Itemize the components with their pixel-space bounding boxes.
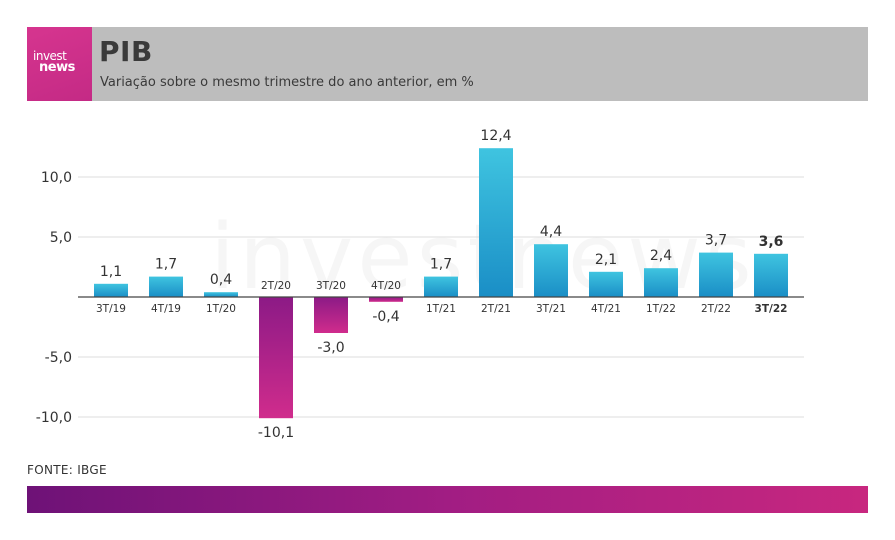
x-tick-label: 3T/20 bbox=[316, 280, 346, 292]
bar-chart: 10,0 5,0 -5,0 -10,0 1,1 3T/19 1,7 4T/19 0,4 1T/20… bbox=[36, 128, 804, 441]
data-label: -0,4 bbox=[372, 309, 399, 325]
x-tick-label: 4T/20 bbox=[371, 280, 401, 292]
bar bbox=[259, 297, 293, 419]
data-label: 1,7 bbox=[155, 257, 177, 273]
data-label: 1,7 bbox=[430, 257, 452, 273]
bar bbox=[644, 268, 678, 297]
x-tick-label: 3T/19 bbox=[96, 303, 126, 315]
x-tick-label: 2T/22 bbox=[701, 303, 731, 315]
bar bbox=[699, 252, 733, 297]
y-tick-label: 5,0 bbox=[50, 230, 72, 246]
y-tick-label: -5,0 bbox=[45, 350, 72, 366]
x-tick-label: 4T/21 bbox=[591, 303, 621, 315]
bar bbox=[589, 271, 623, 297]
data-label: 12,4 bbox=[480, 128, 511, 144]
footer-bar bbox=[27, 486, 868, 513]
chart-header: invest news PIB Variação sobre o mesmo t… bbox=[27, 27, 868, 101]
x-tick-label: 1T/20 bbox=[206, 303, 236, 315]
bar bbox=[94, 283, 128, 297]
data-label: -3,0 bbox=[317, 340, 344, 356]
data-label: 2,4 bbox=[650, 248, 672, 264]
source-note: FONTE: IBGE bbox=[27, 463, 107, 477]
y-tick-label: -10,0 bbox=[36, 410, 72, 426]
data-label: -10,1 bbox=[258, 425, 294, 441]
investnews-logo: invest news bbox=[27, 27, 92, 101]
chart-title: PIB bbox=[99, 35, 153, 68]
y-tick-label: 10,0 bbox=[41, 170, 72, 186]
logo-text-bottom: news bbox=[39, 60, 75, 75]
x-tick-label: 4T/19 bbox=[151, 303, 181, 315]
data-label: 0,4 bbox=[210, 272, 232, 288]
bar bbox=[204, 292, 238, 297]
bar bbox=[314, 297, 348, 333]
bar bbox=[754, 253, 788, 297]
bar bbox=[424, 276, 458, 297]
x-tick-label: 3T/22 bbox=[755, 303, 788, 315]
logo-text-top: invest bbox=[33, 49, 67, 63]
data-label: 2,1 bbox=[595, 252, 617, 268]
x-tick-label: 3T/21 bbox=[536, 303, 566, 315]
x-tick-label: 1T/21 bbox=[426, 303, 456, 315]
bar bbox=[534, 244, 568, 297]
data-label: 3,7 bbox=[705, 233, 727, 249]
x-tick-label: 2T/20 bbox=[261, 280, 291, 292]
bar bbox=[369, 297, 403, 302]
data-label: 1,1 bbox=[100, 264, 122, 280]
bar bbox=[479, 148, 513, 297]
chart-subtitle: Variação sobre o mesmo trimestre do ano … bbox=[100, 75, 474, 90]
data-label: 4,4 bbox=[540, 224, 562, 240]
data-label: 3,6 bbox=[759, 234, 784, 250]
x-tick-label: 1T/22 bbox=[646, 303, 676, 315]
bar bbox=[149, 276, 183, 297]
x-tick-label: 2T/21 bbox=[481, 303, 511, 315]
